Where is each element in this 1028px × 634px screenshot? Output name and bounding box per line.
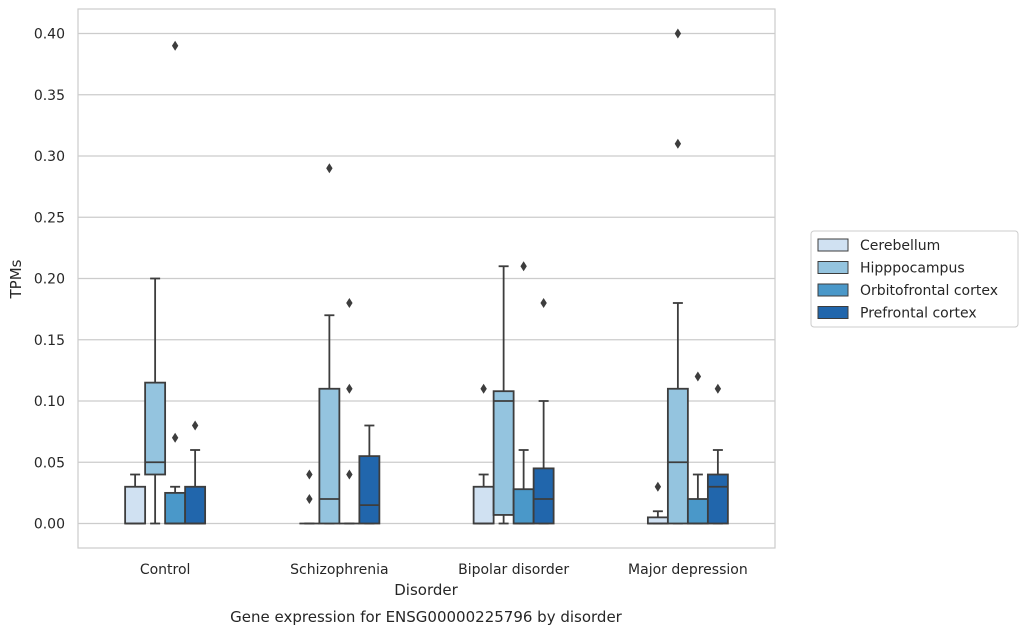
- x-axis-label: Disorder: [394, 581, 458, 599]
- box-group: [686, 371, 709, 525]
- chart-caption: Gene expression for ENSG00000225796 by d…: [230, 608, 623, 626]
- legend: Cerebellum Hipppocampus Orbitofrontal cort…: [810, 230, 1019, 328]
- box: [686, 498, 709, 525]
- box: [666, 387, 689, 525]
- x-tick-label: Schizophrenia: [290, 562, 388, 578]
- legend-label: Prefrontal cortex: [860, 306, 977, 322]
- legend-swatch: [817, 306, 849, 319]
- box: [164, 491, 187, 525]
- box-group: [358, 424, 381, 525]
- y-tick-label: 0.00: [34, 517, 65, 533]
- legend-label: Cerebellum: [860, 238, 940, 254]
- box-group: [706, 383, 729, 525]
- legend-swatch: [817, 261, 849, 274]
- x-tick-label: Major depression: [628, 562, 748, 578]
- y-tick-label: 0.20: [34, 272, 65, 288]
- outlier-point: [346, 383, 353, 394]
- outlier-point: [674, 138, 682, 149]
- series-cerebellum: [124, 383, 669, 525]
- box-group: [492, 265, 515, 525]
- x-tick-label: Control: [140, 562, 191, 578]
- outlier-point: [346, 469, 353, 480]
- box: [706, 473, 729, 525]
- outlier-point: [654, 481, 662, 492]
- outlier-point: [520, 261, 527, 272]
- box: [358, 455, 381, 525]
- y-tick-label: 0.05: [34, 455, 65, 471]
- y-tick-label: 0.30: [34, 149, 65, 165]
- legend-swatch: [817, 283, 849, 297]
- outlier-point: [346, 298, 353, 308]
- box-group: [184, 420, 207, 525]
- legend-label: Hipppocampus: [860, 261, 965, 277]
- outlier-point: [326, 163, 333, 174]
- legend-item: Orbitofrontal cortex: [817, 283, 998, 299]
- box: [144, 381, 167, 476]
- box: [472, 485, 495, 525]
- box-group: [666, 28, 689, 525]
- box-group: [318, 163, 341, 525]
- box: [512, 488, 535, 525]
- y-tick-label: 0.40: [34, 27, 65, 43]
- box: [184, 485, 207, 525]
- outlier-point: [306, 494, 313, 504]
- outlier-point: [171, 40, 179, 51]
- series-prefrontal-cortex: [184, 298, 729, 525]
- outlier-point: [191, 420, 199, 431]
- box-group: [339, 298, 360, 525]
- outlier-point: [480, 383, 487, 394]
- y-tick-label: 0.15: [34, 333, 65, 349]
- box: [318, 387, 341, 525]
- legend-label: Orbitofrontal cortex: [860, 283, 998, 299]
- box: [492, 390, 515, 516]
- series-orbitofrontal-cortex: [164, 40, 709, 525]
- y-axis-label: TPMs: [7, 259, 25, 299]
- y-axis-ticks: 0.00 0.05 0.10 0.15 0.20 0.25 0.30 0.35 0.40: [34, 27, 65, 533]
- y-tick-label: 0.35: [34, 88, 65, 104]
- legend-frame: [810, 230, 1019, 328]
- outlier-point: [674, 28, 682, 39]
- box: [532, 467, 555, 525]
- y-tick-label: 0.25: [34, 210, 65, 226]
- x-axis-ticks: Control Schizophrenia Bipolar disorder Majo…: [140, 562, 748, 578]
- legend-item: Hipppocampus: [817, 261, 965, 277]
- box-group: [472, 383, 495, 525]
- y-tick-label: 0.10: [34, 394, 65, 410]
- box: [646, 516, 669, 525]
- box-series: [124, 28, 729, 525]
- outlier-point: [171, 432, 179, 443]
- x-tick-label: Bipolar disorder: [458, 562, 569, 578]
- legend-item: Prefrontal cortex: [817, 306, 977, 322]
- box-group: [144, 277, 167, 525]
- box-group: [299, 469, 320, 525]
- box-group: [512, 261, 535, 525]
- legend-item: Cerebellum: [817, 238, 940, 254]
- outlier-point: [540, 298, 547, 308]
- series-hipppocampus: [144, 28, 689, 525]
- legend-swatch: [817, 238, 849, 252]
- box: [124, 485, 147, 525]
- outlier-point: [306, 469, 313, 480]
- outlier-point: [694, 371, 702, 382]
- box-group: [124, 473, 147, 525]
- outlier-point: [714, 383, 722, 394]
- box-group: [532, 298, 555, 525]
